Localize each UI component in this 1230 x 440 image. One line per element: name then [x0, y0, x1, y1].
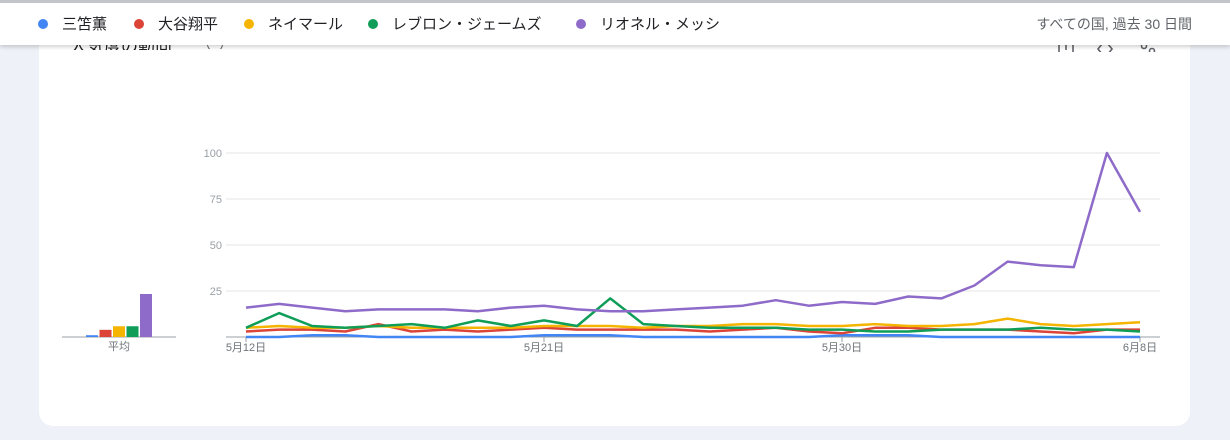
legend-bar: 三笘薫 大谷翔平 ネイマール レブロン・ジェームズ リオネル・メッシ すべての国, 過去…	[0, 0, 1230, 45]
avg-bar	[99, 329, 112, 337]
y-tick-label: 25	[210, 286, 222, 298]
legend-dot-icon	[244, 18, 254, 29]
legend-label: リオネル・メッシ	[600, 16, 721, 33]
top-edge	[0, 0, 1230, 3]
time-range-label[interactable]: すべての国, 過去 30 日間	[1036, 16, 1192, 32]
y-tick-label: 100	[204, 148, 222, 160]
x-tick-label: 5月21日	[524, 342, 564, 354]
legend-dot-icon	[134, 18, 144, 29]
legend-label: レブロン・ジェームズ	[392, 16, 542, 33]
line-chart: 25 50 75 100 5月12日 5月21日 5月30日 6月8日	[204, 148, 1160, 354]
legend-dot-icon	[576, 18, 586, 29]
series-line	[246, 333, 1140, 339]
avg-label: 平均	[108, 340, 130, 353]
y-tick-label: 50	[210, 240, 222, 252]
embed-icon[interactable]	[1096, 43, 1114, 52]
x-tick-label: 5月12日	[226, 342, 266, 354]
avg-bar	[126, 326, 139, 337]
legend-label: 大谷翔平	[158, 16, 219, 33]
legend-label: ネイマール	[268, 16, 344, 33]
legend-item[interactable]: 三笘薫	[38, 13, 107, 34]
avg-bar	[113, 326, 125, 337]
legend-item[interactable]: 大谷翔平	[134, 13, 218, 34]
avg-bar	[86, 335, 98, 337]
interest-over-time-card	[39, 8, 1190, 426]
legend-item[interactable]: レブロン・ジェームズ	[368, 13, 542, 34]
legend-item[interactable]: リオネル・メッシ	[576, 13, 720, 34]
legend-item[interactable]: ネイマール	[244, 13, 343, 34]
series-line	[245, 151, 1142, 313]
average-bar-chart: 平均	[62, 294, 176, 353]
y-tick-label: 75	[210, 194, 222, 206]
series-line	[245, 297, 1141, 333]
x-tick-label: 6月8日	[1123, 342, 1157, 354]
legend-dot-icon	[368, 18, 378, 29]
x-tick-label: 5月30日	[822, 342, 862, 354]
avg-bar	[140, 294, 152, 337]
legend-dot-icon	[38, 18, 48, 29]
legend-label: 三笘薫	[62, 16, 108, 33]
